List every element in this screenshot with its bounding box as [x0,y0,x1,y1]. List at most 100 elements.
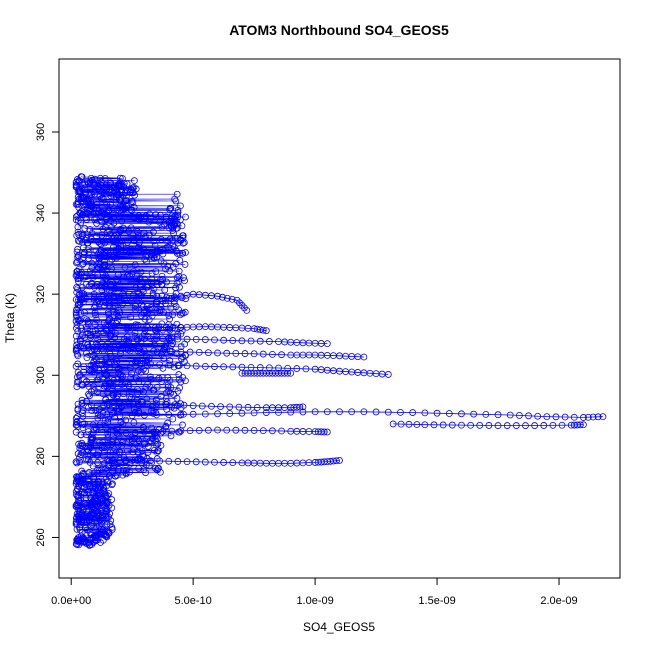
data-point [77,310,85,318]
chart-title: ATOM3 Northbound SO4_GEOS5 [229,22,449,38]
y-tick-label: 280 [35,447,47,465]
data-point [192,335,200,343]
data-point [109,391,117,399]
data-point [147,250,155,258]
data-point [158,272,166,280]
data-point [164,381,172,389]
data-point [139,423,147,431]
data-point [149,290,157,297]
data-point [580,414,587,421]
data-point [147,373,154,381]
data-point [80,363,88,371]
data-point [132,321,140,329]
data-point [214,292,221,300]
y-tick-label: 300 [35,366,47,384]
transect-line [156,326,267,332]
data-point [118,237,126,245]
data-point [73,324,80,332]
data-point [121,378,129,386]
data-point [90,382,97,390]
data-point [165,312,173,319]
data-point [85,469,93,476]
data-point [104,339,112,347]
data-point [104,418,112,426]
data-point [183,458,191,466]
data-point [93,507,100,515]
data-point [100,274,107,282]
data-point [84,320,92,328]
data-point [173,190,181,198]
data-point [93,219,101,227]
data-point [116,412,124,420]
data-point [74,285,82,293]
data-point [181,277,188,285]
data-point [98,344,106,352]
data-point [102,327,110,335]
data-point [95,439,103,446]
data-point [543,413,551,421]
data-point [183,335,191,343]
data-point [159,428,167,435]
data-point [155,374,163,382]
data-point [384,371,392,378]
data-point [132,306,139,314]
data-point [94,459,102,466]
data-point [137,360,145,368]
data-point [132,374,140,382]
data-point [409,409,417,416]
data-point [74,267,81,275]
data-point [178,327,186,335]
data-point [147,360,154,368]
data-point [107,353,115,360]
data-point [208,402,215,410]
data-point [159,276,167,283]
data-point [84,341,92,349]
data-point [105,472,113,479]
data-point [151,341,158,348]
data-point [421,421,429,429]
data-point [150,237,158,245]
data-point [233,296,241,304]
data-point [94,414,102,422]
data-point [120,390,127,398]
data-point [94,411,102,418]
data-point [82,494,90,502]
data-point [167,432,175,440]
data-point [253,404,261,411]
data-point [223,426,231,434]
data-point [217,403,224,410]
data-point [179,232,187,239]
y-tick-label: 260 [35,528,47,546]
data-point [103,186,110,193]
data-point [140,428,148,436]
data-point [98,528,105,536]
data-point [259,326,267,334]
data-point [93,316,100,324]
data-point [91,309,99,317]
data-point [73,321,81,329]
data-point [102,362,110,370]
data-point [97,499,105,507]
data-point [127,344,135,352]
x-axis: 0.0e+00 5.0e-10 1.0e-09 1.5e-09 2.0e-09 [51,577,578,607]
data-point [85,482,93,490]
data-point [129,445,137,453]
data-point [421,409,429,417]
data-point [166,267,174,275]
data-point [112,320,120,327]
data-point [136,283,144,291]
data-point [238,337,246,345]
data-point [336,408,343,416]
data-point [87,438,95,446]
data-point [73,258,81,266]
data-point [115,466,123,473]
data-point [149,409,157,417]
data-point [531,422,539,429]
data-point [117,372,125,380]
data-point [139,303,147,311]
data-point [115,365,122,373]
data-point [81,249,88,256]
data-point [120,287,128,294]
data-point [73,232,81,239]
